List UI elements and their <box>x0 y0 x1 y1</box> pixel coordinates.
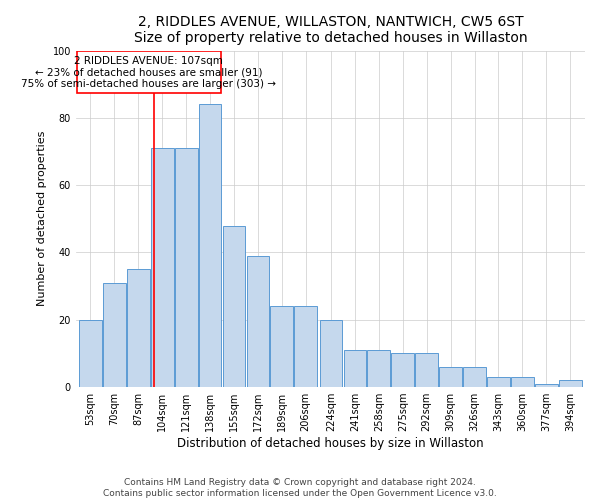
Bar <box>199 104 221 387</box>
Bar <box>295 306 317 387</box>
Title: 2, RIDDLES AVENUE, WILLASTON, NANTWICH, CW5 6ST
Size of property relative to det: 2, RIDDLES AVENUE, WILLASTON, NANTWICH, … <box>134 15 527 45</box>
FancyBboxPatch shape <box>77 50 221 92</box>
Bar <box>391 354 414 387</box>
Text: ← 23% of detached houses are smaller (91): ← 23% of detached houses are smaller (91… <box>35 68 263 78</box>
Bar <box>535 384 558 387</box>
Text: 2 RIDDLES AVENUE: 107sqm: 2 RIDDLES AVENUE: 107sqm <box>74 56 223 66</box>
Bar <box>103 283 126 387</box>
Bar <box>463 367 486 387</box>
Bar <box>439 367 462 387</box>
Bar <box>415 354 438 387</box>
Text: Contains HM Land Registry data © Crown copyright and database right 2024.
Contai: Contains HM Land Registry data © Crown c… <box>103 478 497 498</box>
Text: 75% of semi-detached houses are larger (303) →: 75% of semi-detached houses are larger (… <box>22 79 277 89</box>
Bar <box>79 320 102 387</box>
Bar <box>271 306 293 387</box>
Bar <box>320 320 343 387</box>
Bar <box>223 226 245 387</box>
Bar <box>344 350 367 387</box>
Y-axis label: Number of detached properties: Number of detached properties <box>37 131 47 306</box>
Bar <box>127 270 150 387</box>
Bar <box>559 380 581 387</box>
Bar <box>175 148 197 387</box>
Bar <box>151 148 173 387</box>
Bar <box>247 256 269 387</box>
Bar <box>367 350 390 387</box>
X-axis label: Distribution of detached houses by size in Willaston: Distribution of detached houses by size … <box>177 437 484 450</box>
Bar <box>487 377 510 387</box>
Bar <box>511 377 534 387</box>
